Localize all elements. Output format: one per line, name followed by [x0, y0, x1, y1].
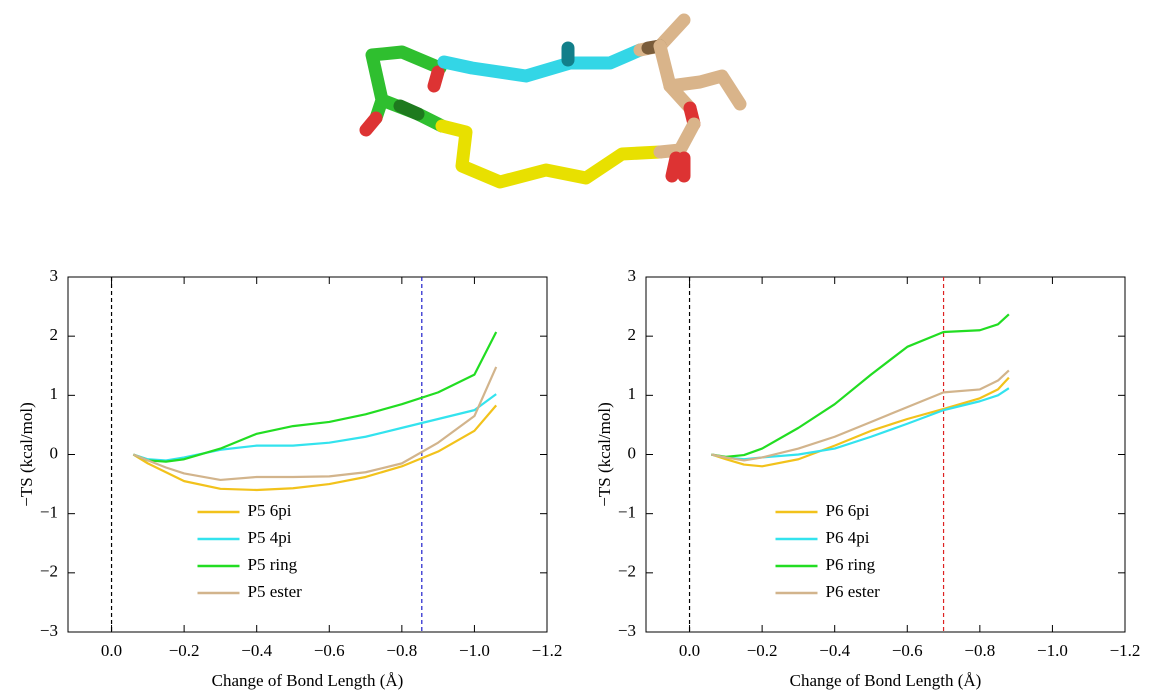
bond: [434, 72, 438, 86]
bond: [400, 106, 418, 114]
y-tick-label: −3: [618, 621, 636, 640]
y-tick-label: 1: [628, 384, 637, 403]
y-tick-label: 3: [50, 266, 59, 285]
y-tick-label: 3: [628, 266, 637, 285]
series-line: [711, 388, 1009, 459]
x-tick-label: −1.0: [459, 641, 490, 660]
y-tick-label: −2: [40, 562, 58, 581]
x-tick-label: −0.2: [747, 641, 778, 660]
legend-label: P6 ring: [826, 555, 876, 574]
x-tick-label: −1.2: [1110, 641, 1141, 660]
y-axis-label: −TS (kcal/mol): [17, 402, 36, 506]
y-tick-label: −1: [40, 503, 58, 522]
y-tick-label: 0: [628, 443, 637, 462]
bond: [444, 50, 640, 76]
molecule: [366, 20, 740, 182]
y-tick-label: 1: [50, 384, 59, 403]
x-tick-label: −0.8: [964, 641, 995, 660]
legend-label: P5 6pi: [248, 501, 292, 520]
x-tick-label: 0.0: [679, 641, 700, 660]
legend-label: P6 ester: [826, 582, 881, 601]
x-tick-label: −0.4: [819, 641, 850, 660]
legend-label: P6 4pi: [826, 528, 870, 547]
y-tick-label: 0: [50, 443, 59, 462]
x-axis-label: Change of Bond Length (Å): [212, 671, 404, 690]
y-tick-label: −3: [40, 621, 58, 640]
x-tick-label: −0.4: [241, 641, 272, 660]
x-tick-label: −0.6: [314, 641, 345, 660]
x-axis-label: Change of Bond Length (Å): [790, 671, 982, 690]
y-tick-label: −2: [618, 562, 636, 581]
bond: [366, 118, 376, 130]
bond: [672, 158, 676, 176]
legend-label: P5 ester: [248, 582, 303, 601]
x-tick-label: −0.8: [386, 641, 417, 660]
x-tick-label: −0.2: [169, 641, 200, 660]
bond: [660, 124, 694, 152]
x-tick-label: 0.0: [101, 641, 122, 660]
figure: −3 −2 −1 0 1 2 3 0.0 −0.2 −0.4 −0.6 −0.8 −1.0 −1.2 Cha…: [0, 0, 1149, 692]
y-tick-label: 2: [50, 325, 59, 344]
page: −3 −2 −1 0 1 2 3 0.0 −0.2 −0.4 −0.6 −0.8 −1.0 −1.2 Cha…: [0, 0, 1149, 692]
series-line: [133, 332, 496, 462]
y-axis-label: −TS (kcal/mol): [595, 402, 614, 506]
x-tick-label: −1.0: [1037, 641, 1068, 660]
plot-frame: [68, 277, 547, 632]
legend-label: P5 ring: [248, 555, 298, 574]
bond: [442, 126, 660, 182]
y-tick-label: −1: [618, 503, 636, 522]
x-tick-label: −1.2: [532, 641, 563, 660]
y-tick-label: 2: [628, 325, 637, 344]
legend-label: P6 6pi: [826, 501, 870, 520]
x-tick-label: −0.6: [892, 641, 923, 660]
legend-label: P5 4pi: [248, 528, 292, 547]
